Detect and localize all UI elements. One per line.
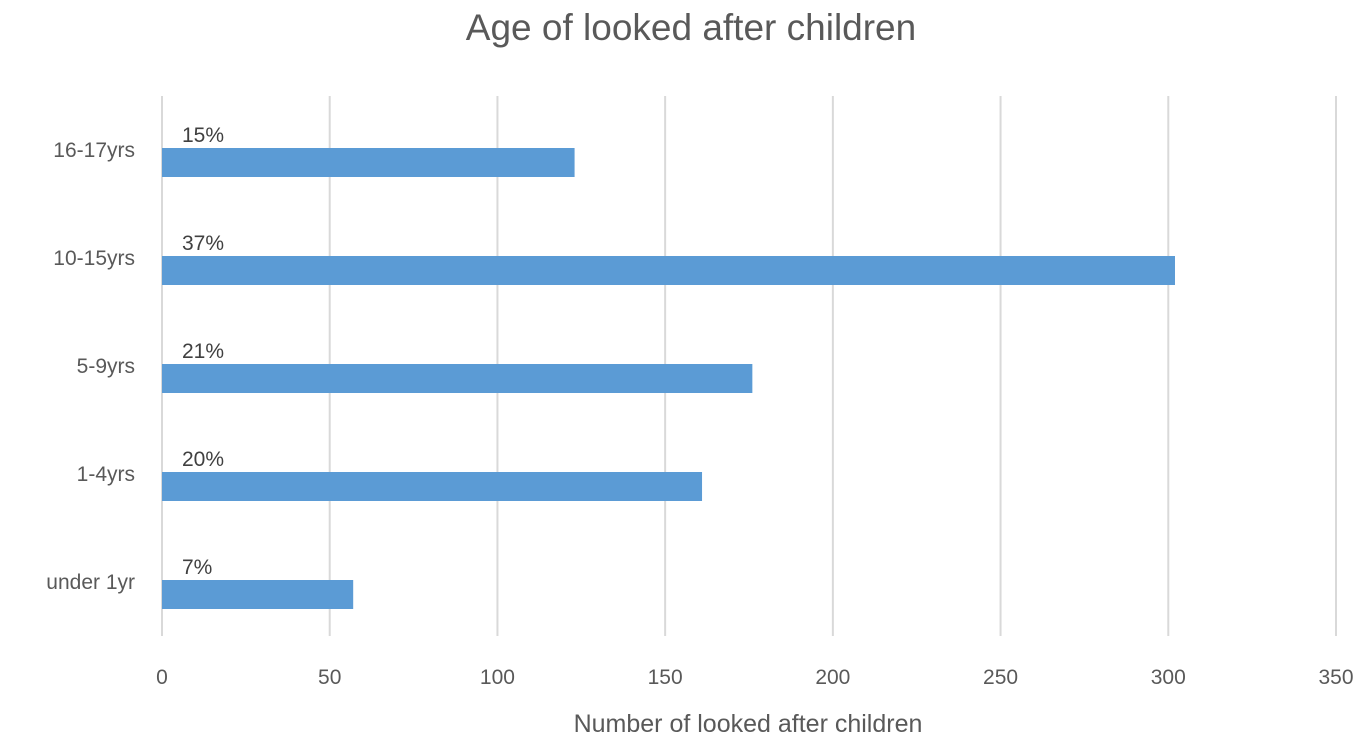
y-category-label: 1-4yrs bbox=[77, 463, 135, 486]
x-tick-label: 350 bbox=[1318, 666, 1353, 689]
y-category-label: under 1yr bbox=[46, 571, 135, 594]
bar bbox=[162, 256, 1175, 285]
chart-title: Age of looked after children bbox=[466, 7, 916, 48]
bar bbox=[162, 364, 753, 393]
y-category-label: 16-17yrs bbox=[53, 139, 135, 162]
data-labels: 7% 20% 21% 37% 15% bbox=[182, 124, 224, 579]
bar-data-label: 37% bbox=[182, 232, 224, 255]
y-axis-categories: under 1yr 1-4yrs 5-9yrs 10-15yrs 16-17yrs bbox=[46, 139, 135, 594]
x-tick-label: 200 bbox=[815, 666, 850, 689]
y-category-label: 5-9yrs bbox=[77, 355, 135, 378]
x-tick-label: 250 bbox=[983, 666, 1018, 689]
x-tick-label: 300 bbox=[1151, 666, 1186, 689]
x-tick-label: 150 bbox=[648, 666, 683, 689]
bar-data-label: 7% bbox=[182, 556, 212, 579]
bar-data-label: 20% bbox=[182, 448, 224, 471]
x-axis-ticks: 0 50 100 150 200 250 300 350 bbox=[156, 666, 1353, 689]
x-tick-label: 100 bbox=[480, 666, 515, 689]
x-axis-title: Number of looked after children bbox=[574, 710, 923, 738]
x-tick-label: 50 bbox=[318, 666, 341, 689]
bar-data-label: 21% bbox=[182, 340, 224, 363]
bar-data-label: 15% bbox=[182, 124, 224, 147]
y-category-label: 10-15yrs bbox=[53, 247, 135, 270]
bar bbox=[162, 580, 354, 609]
x-tick-label: 0 bbox=[156, 666, 168, 689]
bars bbox=[162, 148, 1175, 609]
bar bbox=[162, 472, 703, 501]
bar bbox=[162, 148, 575, 177]
